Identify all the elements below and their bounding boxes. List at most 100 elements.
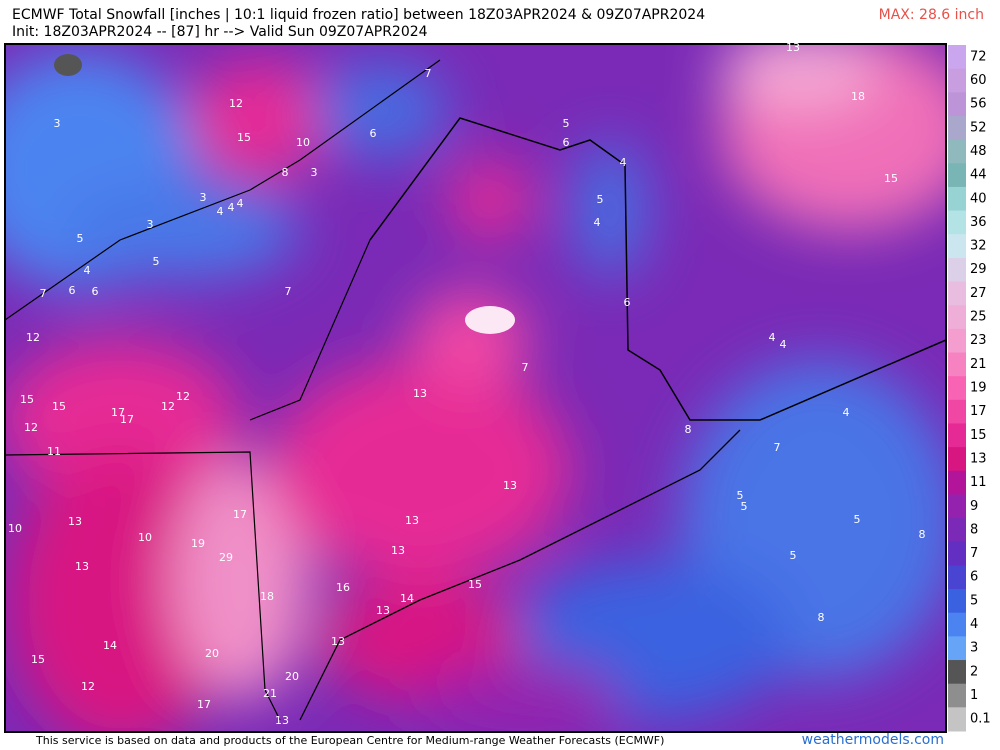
colorbar-swatch	[948, 683, 966, 708]
colorbar-tick-label: 72	[970, 49, 987, 64]
colorbar-tick-label: 4	[970, 617, 978, 632]
snowfall-label: 29	[219, 551, 233, 564]
snowfall-label: 18	[260, 590, 274, 603]
snowfall-label: 12	[24, 421, 38, 434]
colorbar-tick-label: 19	[970, 381, 987, 396]
snowfall-label: 16	[336, 581, 350, 594]
snowfall-label: 4	[780, 338, 787, 351]
colorbar-swatch	[948, 68, 966, 93]
colorbar-tick-label: 23	[970, 333, 987, 348]
border	[369, 117, 946, 421]
colorbar-tick-label: 9	[970, 499, 978, 514]
attribution: This service is based on data and produc…	[35, 734, 664, 747]
snowfall-label: 5	[597, 193, 604, 206]
colorbar-tick-label: 5	[970, 593, 978, 608]
colorbar-tick-label: 29	[970, 262, 987, 277]
colorbar-swatch	[948, 210, 966, 235]
colorbar-swatch	[948, 281, 966, 306]
border	[5, 239, 371, 721]
snowfall-label: 8	[818, 611, 825, 624]
snowfall-label: 15	[31, 653, 45, 666]
colorbar-tick-label: 2	[970, 664, 978, 679]
snowfall-label: 7	[425, 67, 432, 80]
snowfall-label: 8	[919, 528, 926, 541]
colorbar-swatch	[948, 352, 966, 377]
snowfall-label: 13	[786, 41, 800, 54]
snowfall-label: 13	[75, 560, 89, 573]
colorbar-tick-label: 1	[970, 688, 978, 703]
colorbar-tick-label: 13	[970, 451, 987, 466]
river	[5, 59, 441, 321]
snowfall-label: 17	[197, 698, 211, 711]
snowfall-label: 6	[370, 127, 377, 140]
colorbar-tick-label: 44	[970, 168, 987, 183]
colorbar-tick-label: 6	[970, 570, 978, 585]
snowfall-label: 4	[843, 406, 850, 419]
colorbar-tick-label: 36	[970, 215, 987, 230]
max-spot	[465, 306, 515, 334]
colorbar-swatch	[948, 612, 966, 637]
snowfall-label: 5	[854, 513, 861, 526]
colorbar-tick-label: 0.1	[970, 712, 991, 727]
snowfall-label: 7	[522, 361, 529, 374]
snowfall-label: 8	[685, 423, 692, 436]
snowfall-label: 7	[285, 285, 292, 298]
colorbar-swatch	[948, 636, 966, 661]
snowfall-label: 19	[191, 537, 205, 550]
colorbar-swatch	[948, 305, 966, 330]
snowfall-label: 8	[282, 166, 289, 179]
snowfall-label: 17	[111, 406, 125, 419]
colorbar-swatch	[948, 45, 966, 70]
brand-link[interactable]: weathermodels.com	[802, 732, 944, 748]
colorbar-swatch	[948, 399, 966, 424]
snowfall-label: 15	[884, 172, 898, 185]
snowfall-label: 5	[790, 549, 797, 562]
snowfall-label: 10	[8, 522, 22, 535]
snowfall-label: 12	[229, 97, 243, 110]
max-label: MAX: 28.6 inch	[879, 7, 984, 23]
colorbar-tick-label: 8	[970, 522, 978, 537]
colorbar-swatch	[948, 447, 966, 472]
colorbar-tick-label: 7	[970, 546, 978, 561]
coastline	[299, 429, 741, 721]
colorbar-swatch	[948, 257, 966, 283]
snowfall-label: 13	[503, 479, 517, 492]
snowfall-label: 4	[217, 205, 224, 218]
snowfall-label: 15	[20, 393, 34, 406]
snowfall-label: 5	[563, 117, 570, 130]
colorbar-tick-label: 21	[970, 357, 987, 372]
colorbar-tick-label: 17	[970, 404, 987, 419]
snowfall-label: 13	[68, 515, 82, 528]
snowfall-label: 4	[769, 331, 776, 344]
snowfall-label: 13	[405, 514, 419, 527]
terrain	[54, 54, 82, 76]
colorbar-swatch	[948, 376, 966, 401]
snowfall-label: 4	[84, 264, 91, 277]
colorbar-swatch	[948, 565, 966, 590]
snowfall-label: 4	[620, 156, 627, 169]
colorbar-swatch	[948, 707, 966, 732]
snowfall-label: 20	[285, 670, 299, 683]
colorbar-tick-label: 25	[970, 310, 987, 325]
snowfall-label: 3	[147, 218, 154, 231]
snowfall-label: 17	[120, 413, 134, 426]
snowfall-label: 20	[205, 647, 219, 660]
colorbar-swatch	[948, 139, 966, 164]
snowfall-label: 5	[737, 489, 744, 502]
snowfall-label: 14	[400, 592, 414, 605]
snowfall-label: 12	[26, 331, 40, 344]
subtitle: Init: 18Z03APR2024 -- [87] hr --> Valid …	[12, 24, 428, 40]
snowfall-label: 10	[138, 531, 152, 544]
colorbar-tick-label: 60	[970, 73, 987, 88]
snowfall-label: 21	[263, 687, 277, 700]
snowfall-label: 18	[851, 90, 865, 103]
colorbar-swatch	[948, 660, 966, 685]
snowfall-label: 13	[413, 387, 427, 400]
snowfall-label: 7	[40, 287, 47, 300]
colorbar-swatch	[948, 115, 966, 141]
colorbar-swatch	[948, 234, 966, 259]
colorbar-tick-label: 11	[970, 475, 987, 490]
snowfall-label: 13	[376, 604, 390, 617]
colorbar-tick-label: 48	[970, 144, 987, 159]
snowfall-label: 5	[153, 255, 160, 268]
